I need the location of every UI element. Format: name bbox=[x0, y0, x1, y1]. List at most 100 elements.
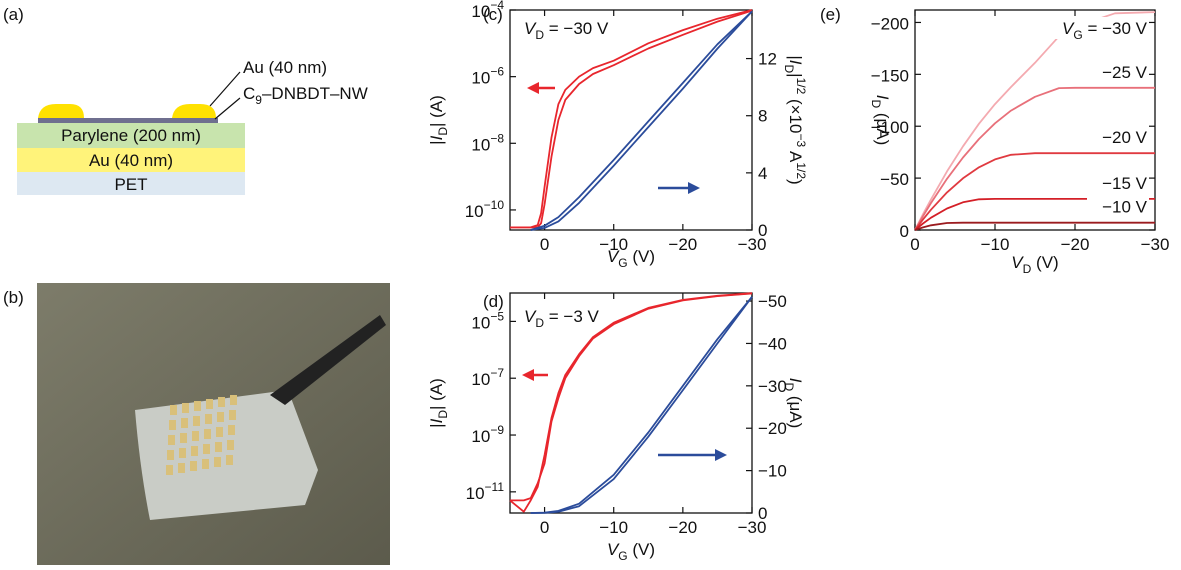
pad bbox=[215, 442, 222, 452]
text-part: V bbox=[524, 19, 537, 38]
text-part: (×10 bbox=[786, 94, 805, 133]
tick-label: −50 bbox=[758, 292, 787, 311]
annotation: VD = −3 V bbox=[524, 307, 599, 330]
text-part: D bbox=[869, 99, 883, 108]
arrow-head bbox=[688, 182, 700, 194]
text-part: = −3 V bbox=[544, 307, 599, 326]
text-part: = −30 V bbox=[1083, 19, 1148, 38]
text-part: | bbox=[427, 423, 446, 427]
text-part: I bbox=[427, 418, 446, 423]
text-part: D bbox=[436, 410, 450, 419]
tick-label: 10−10 bbox=[465, 198, 505, 221]
tick-label: −30 bbox=[758, 377, 787, 396]
pad bbox=[227, 440, 234, 450]
tick-label: 0 bbox=[910, 235, 919, 254]
curve bbox=[530, 296, 753, 514]
semiconductor-label: C9–DNBDT–NW bbox=[243, 84, 368, 107]
pad bbox=[182, 403, 189, 413]
tick-label: −30 bbox=[738, 235, 767, 254]
tick-exponent: −8 bbox=[490, 131, 504, 145]
pad bbox=[218, 397, 225, 407]
pad bbox=[166, 465, 173, 475]
annotation: VG = −30 V bbox=[1062, 19, 1148, 42]
pad bbox=[179, 448, 186, 458]
pad bbox=[170, 405, 177, 415]
text-part: V bbox=[1062, 19, 1075, 38]
gate-layer bbox=[17, 148, 245, 172]
text-part: | (A) bbox=[427, 378, 446, 410]
pad bbox=[206, 399, 213, 409]
text-part: C bbox=[243, 84, 255, 103]
pad bbox=[191, 446, 198, 456]
electrode-array bbox=[166, 395, 237, 475]
text-part: I bbox=[873, 95, 892, 100]
curve-label: −10 V bbox=[1102, 198, 1148, 217]
tick-label: −10 bbox=[599, 235, 628, 254]
text-part: D bbox=[1023, 262, 1032, 276]
curve bbox=[510, 9, 753, 229]
pad bbox=[178, 463, 185, 473]
tick-label: −10 bbox=[599, 518, 628, 537]
curve bbox=[530, 10, 753, 231]
text-part: ) bbox=[786, 179, 805, 185]
leader-line bbox=[214, 97, 241, 120]
chart: (d)0 −10 −20 −3010−1110−910−710−50−10−20−30… bbox=[427, 292, 805, 563]
text-part: | (A) bbox=[427, 95, 446, 127]
tick-label: −20 bbox=[668, 518, 697, 537]
text-part: D bbox=[782, 382, 796, 391]
label-bg bbox=[1023, 17, 1149, 39]
pad bbox=[180, 433, 187, 443]
text-part: D bbox=[535, 316, 544, 330]
text-part: –DNBDT–NW bbox=[262, 84, 368, 103]
pad bbox=[228, 425, 235, 435]
tick-label: 10−4 bbox=[471, 0, 504, 21]
tick-label: −150 bbox=[871, 66, 909, 85]
y-axis-label: |ID| (A) bbox=[427, 95, 450, 145]
arrow-head bbox=[527, 82, 539, 94]
label-bg bbox=[1087, 196, 1149, 217]
tick-base: 10 bbox=[471, 2, 490, 21]
dielectric-layer bbox=[17, 123, 245, 148]
curve-label: −20 V bbox=[1102, 128, 1148, 147]
text-part: | bbox=[786, 73, 805, 77]
pad bbox=[203, 444, 210, 454]
tick-base: 10 bbox=[471, 313, 490, 332]
tweezers bbox=[270, 315, 386, 405]
pad bbox=[202, 459, 209, 469]
tick-label: 0 bbox=[758, 221, 767, 240]
tick-exponent: −9 bbox=[490, 423, 504, 437]
pad bbox=[226, 455, 233, 465]
plot-frame bbox=[914, 9, 1156, 231]
tick-label: −20 bbox=[758, 419, 787, 438]
text-part: 1/2 bbox=[794, 78, 808, 95]
pad bbox=[205, 414, 212, 424]
x-axis-label: VG (V) bbox=[607, 247, 655, 270]
pad bbox=[216, 427, 223, 437]
curve bbox=[914, 86, 1155, 231]
nanowire-layer bbox=[38, 118, 218, 123]
y-axis-label: ID (μA) bbox=[869, 95, 892, 146]
tick-label: 8 bbox=[758, 107, 767, 126]
text-part: A bbox=[786, 147, 805, 163]
pad bbox=[169, 420, 176, 430]
tick-base: 10 bbox=[471, 135, 490, 154]
text-part: I bbox=[786, 60, 805, 65]
tick-label: 10−7 bbox=[471, 366, 504, 389]
curve bbox=[914, 198, 1155, 231]
text-part: (μA) bbox=[786, 391, 805, 428]
label-bg bbox=[1087, 127, 1149, 148]
tick-label: 0 bbox=[540, 235, 549, 254]
text-part: G bbox=[1073, 28, 1082, 42]
pad bbox=[167, 450, 174, 460]
pad bbox=[204, 429, 211, 439]
pad bbox=[168, 435, 175, 445]
tick-label: −30 bbox=[1141, 235, 1170, 254]
tick-exponent: −5 bbox=[490, 309, 504, 323]
pad bbox=[230, 395, 237, 405]
text-part: (V) bbox=[628, 540, 655, 559]
tick-label: 0 bbox=[900, 222, 909, 241]
tick-base: 10 bbox=[471, 427, 490, 446]
text-part: V bbox=[607, 540, 620, 559]
tick-exponent: −11 bbox=[485, 480, 505, 494]
